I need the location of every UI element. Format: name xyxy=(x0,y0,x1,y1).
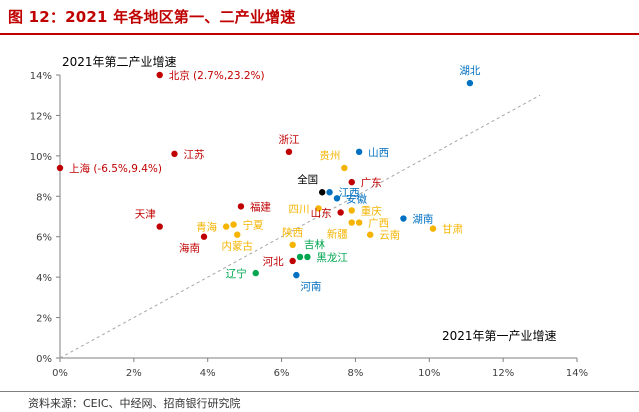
data-point xyxy=(400,215,407,222)
data-point xyxy=(222,223,230,230)
point-label: 辽宁 xyxy=(226,267,247,280)
data-point xyxy=(289,241,296,248)
point-label: 全国 xyxy=(297,173,318,186)
data-point xyxy=(304,253,311,261)
data-point xyxy=(156,71,163,79)
point-label: 天津 xyxy=(135,209,156,221)
reference-line-layer xyxy=(59,94,541,359)
point-label: 吉林 xyxy=(304,238,325,251)
scatter-chart: 0% 2% 4% 6% 8% 10% 12% 14% 0% 2% 4% 6% 8% 10% 12% 14% 北… xyxy=(30,55,588,379)
data-point xyxy=(200,233,208,240)
y-tick-label: 12% xyxy=(30,111,52,122)
diagonal-reference-line xyxy=(59,94,541,359)
x-tick-label: 14% xyxy=(566,368,588,379)
point-label: 北京 (2.7%,23.2%) xyxy=(169,69,265,82)
figure-title: 图 12：2021 年各地区第一、二产业增速 xyxy=(8,8,296,26)
point-label: 云南 xyxy=(379,229,400,242)
point-label: 河北 xyxy=(263,256,284,268)
source-divider xyxy=(0,391,639,392)
point-label: 宁夏 xyxy=(243,219,264,232)
data-point xyxy=(315,205,322,212)
y-tick-label: 4% xyxy=(36,273,52,284)
point-label: 贵州 xyxy=(319,149,340,162)
data-point xyxy=(171,150,178,158)
data-point xyxy=(355,148,363,156)
data-point xyxy=(296,253,304,261)
data-point xyxy=(348,207,355,214)
y-tick-label: 2% xyxy=(36,314,52,325)
axes-layer: 0% 2% 4% 6% 8% 10% 12% 14% 0% 2% 4% 6% 8% 10% 12% 14% xyxy=(30,71,588,379)
y-tick-label: 6% xyxy=(36,233,52,244)
y-tick-label: 0% xyxy=(36,354,52,365)
y-tick-label: 8% xyxy=(36,192,52,203)
title-divider xyxy=(0,33,639,35)
data-point xyxy=(230,221,237,228)
data-point xyxy=(348,219,355,226)
x-tick-label: 10% xyxy=(418,368,440,379)
data-point xyxy=(348,178,355,186)
data-point xyxy=(293,271,300,279)
x-tick-label: 12% xyxy=(492,368,514,379)
data-point xyxy=(429,225,437,232)
point-label: 海南 xyxy=(179,242,200,255)
point-label: 新疆 xyxy=(327,228,348,241)
x-tick-label: 2% xyxy=(126,368,142,379)
points-layer xyxy=(56,71,474,279)
data-point xyxy=(341,164,348,172)
data-point xyxy=(333,195,341,202)
x-tick-label: 4% xyxy=(200,368,216,379)
data-point xyxy=(466,79,474,87)
point-label: 湖南 xyxy=(412,213,433,226)
data-point xyxy=(156,223,163,230)
point-label: 甘肃 xyxy=(442,223,463,236)
point-label: 湖北 xyxy=(459,65,480,77)
y-tick-label: 14% xyxy=(30,71,52,82)
data-point xyxy=(337,209,344,216)
point-label: 江苏 xyxy=(183,148,204,161)
data-point xyxy=(355,219,363,226)
point-label: 福建 xyxy=(250,200,271,213)
data-point xyxy=(318,189,326,196)
point-label: 广东 xyxy=(361,176,382,189)
point-label: 内蒙古 xyxy=(222,240,254,253)
point-label: 山东 xyxy=(311,206,332,219)
x-tick-label: 6% xyxy=(274,368,290,379)
point-label: 重庆 xyxy=(361,204,382,217)
data-point xyxy=(234,231,241,238)
point-label: 安徽 xyxy=(346,192,367,205)
data-point xyxy=(237,203,245,210)
x-tick-label: 8% xyxy=(347,368,363,379)
data-point xyxy=(252,269,259,277)
y-tick-label: 10% xyxy=(30,152,52,163)
data-point xyxy=(367,231,374,238)
data-point xyxy=(285,148,293,156)
point-label: 河南 xyxy=(300,280,321,293)
point-label: 青海 xyxy=(196,221,217,234)
point-label: 广西 xyxy=(368,218,389,230)
x-axis-label: 2021年第一产业增速 xyxy=(442,329,557,343)
data-point xyxy=(289,257,296,265)
source-note: 资料来源：CEIC、中经网、招商银行研究院 xyxy=(28,397,241,410)
point-label: 江西 xyxy=(339,187,360,199)
point-label: 黑龙江 xyxy=(316,251,348,264)
y-axis-label: 2021年第二产业增速 xyxy=(62,55,177,69)
x-tick-label: 0% xyxy=(52,368,68,379)
point-label: 陕西 xyxy=(282,226,303,239)
point-label: 上海 (-6.5%,9.4%) xyxy=(69,162,162,175)
point-label: 浙江 xyxy=(278,134,299,146)
data-point xyxy=(326,189,333,196)
data-point xyxy=(56,164,64,172)
point-label: 山西 xyxy=(368,147,389,159)
point-label: 四川 xyxy=(289,203,310,215)
